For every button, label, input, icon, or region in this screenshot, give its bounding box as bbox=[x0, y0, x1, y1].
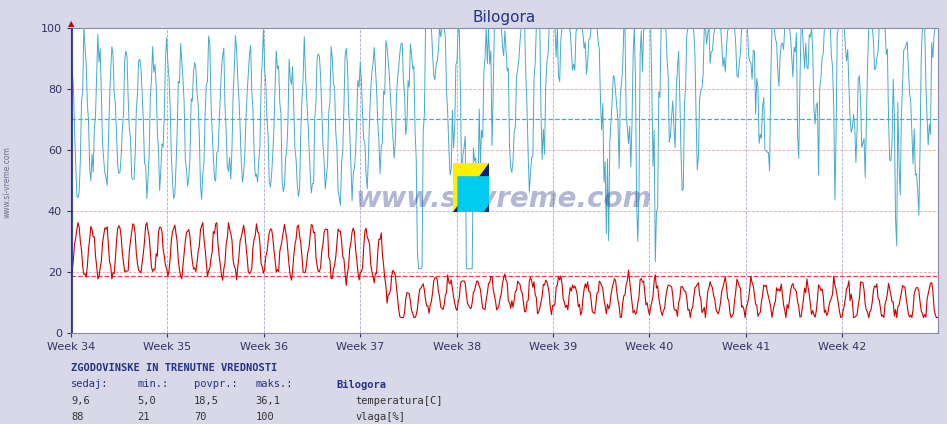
Text: sedaj:: sedaj: bbox=[71, 379, 109, 390]
Text: www.si-vreme.com: www.si-vreme.com bbox=[3, 146, 12, 218]
Text: 70: 70 bbox=[194, 412, 206, 422]
Text: ▲: ▲ bbox=[68, 19, 74, 28]
Polygon shape bbox=[458, 177, 489, 212]
Text: 36,1: 36,1 bbox=[256, 396, 280, 406]
Text: www.si-vreme.com: www.si-vreme.com bbox=[356, 184, 652, 212]
Text: 88: 88 bbox=[71, 412, 83, 422]
Text: 100: 100 bbox=[256, 412, 275, 422]
Text: Bilogora: Bilogora bbox=[336, 379, 386, 390]
Text: 5,0: 5,0 bbox=[137, 396, 156, 406]
Text: 18,5: 18,5 bbox=[194, 396, 219, 406]
Text: povpr.:: povpr.: bbox=[194, 379, 238, 390]
Polygon shape bbox=[453, 163, 489, 212]
Text: maks.:: maks.: bbox=[256, 379, 294, 390]
Text: ZGODOVINSKE IN TRENUTNE VREDNOSTI: ZGODOVINSKE IN TRENUTNE VREDNOSTI bbox=[71, 363, 277, 373]
Text: 21: 21 bbox=[137, 412, 150, 422]
Text: 9,6: 9,6 bbox=[71, 396, 90, 406]
Text: min.:: min.: bbox=[137, 379, 169, 390]
Title: Bilogora: Bilogora bbox=[473, 10, 536, 25]
Text: vlaga[%]: vlaga[%] bbox=[355, 412, 405, 422]
Text: temperatura[C]: temperatura[C] bbox=[355, 396, 442, 406]
